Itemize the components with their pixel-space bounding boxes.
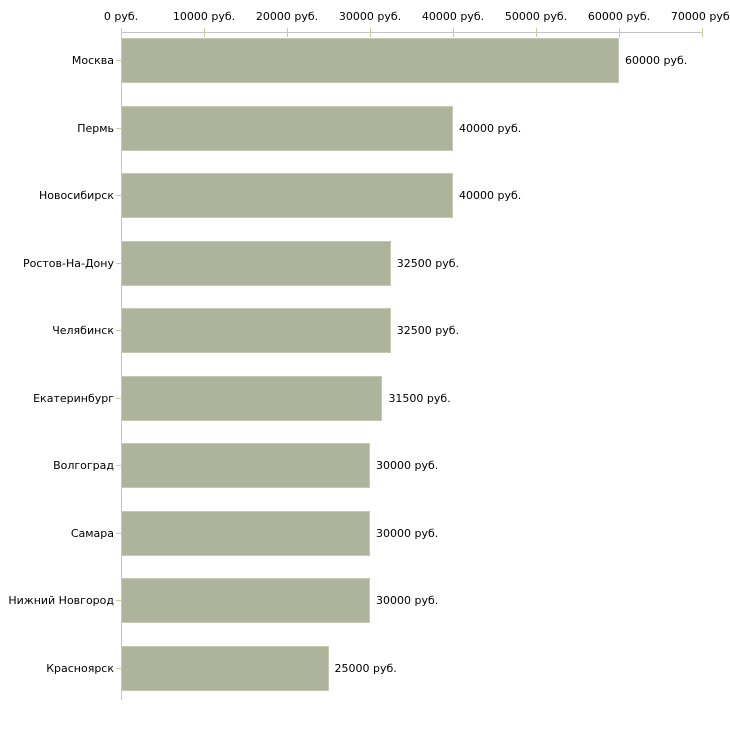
x-axis-tick-label: 30000 руб. xyxy=(338,10,402,23)
bar xyxy=(121,240,391,286)
category-label: Волгоград xyxy=(53,459,114,472)
x-axis-tick xyxy=(204,28,205,37)
x-axis-tick-label: 40000 руб. xyxy=(421,10,485,23)
category-label: Красноярск xyxy=(46,661,114,675)
bar-row: Нижний Новгород 30000 руб. xyxy=(0,573,730,641)
y-axis-tick xyxy=(116,600,121,601)
value-label: 30000 руб. xyxy=(376,526,439,540)
value-label: 32500 руб. xyxy=(396,324,460,337)
category-label: Самара xyxy=(70,526,114,540)
x-axis-tick-label: 20000 руб. xyxy=(255,10,319,23)
x-axis-tick xyxy=(453,28,454,37)
bar-row: Москва 60000 руб. xyxy=(0,33,730,101)
bar xyxy=(121,510,370,556)
y-axis-tick xyxy=(116,397,121,399)
bar xyxy=(121,645,329,691)
category-label: Ростов-На-Дону xyxy=(22,256,114,270)
x-axis-tick-label: 70000 руб. xyxy=(670,10,730,23)
y-axis-tick xyxy=(116,330,121,331)
x-axis-tick-label: 50000 руб. xyxy=(504,10,568,23)
y-axis-tick xyxy=(116,532,121,534)
bar xyxy=(121,375,383,421)
value-label: 32500 руб. xyxy=(396,256,460,270)
category-label: Челябинск xyxy=(52,324,114,337)
value-label: 40000 руб. xyxy=(459,121,522,135)
bar-row: Екатеринбург 31500 руб. xyxy=(0,371,730,439)
bar-row: Красноярск 25000 руб. xyxy=(0,641,730,709)
category-label: Новосибирск xyxy=(38,189,114,202)
category-label: Екатеринбург xyxy=(33,391,114,405)
y-axis-tick xyxy=(116,262,121,264)
x-axis-tick xyxy=(287,28,288,37)
value-label: 30000 руб. xyxy=(376,459,439,472)
x-axis-tick xyxy=(702,28,703,37)
category-label: Нижний Новгород xyxy=(8,594,114,607)
bar xyxy=(121,308,391,353)
category-label: Москва xyxy=(71,54,114,67)
bar-row: Самара 30000 руб. xyxy=(0,506,730,574)
value-label: 40000 руб. xyxy=(459,189,522,202)
bar xyxy=(121,105,453,151)
bar xyxy=(121,38,619,83)
y-axis-tick xyxy=(116,667,121,669)
y-axis-tick xyxy=(116,195,121,196)
bar-row: Ростов-На-Дону 32500 руб. xyxy=(0,236,730,304)
bar-row: Волгоград 30000 руб. xyxy=(0,438,730,506)
value-label: 25000 руб. xyxy=(334,661,397,675)
y-axis-tick xyxy=(116,127,121,129)
y-axis-tick xyxy=(116,465,121,466)
bar xyxy=(121,443,370,488)
bar-row: Пермь 40000 руб. xyxy=(0,101,730,169)
x-axis-line xyxy=(121,32,703,33)
x-axis-tick-label: 60000 руб. xyxy=(587,10,651,23)
value-label: 60000 руб. xyxy=(625,54,688,67)
value-label: 31500 руб. xyxy=(388,391,451,405)
y-axis-tick xyxy=(116,60,121,61)
x-axis-tick xyxy=(370,28,371,37)
category-label: Пермь xyxy=(77,121,114,135)
bar xyxy=(121,578,370,623)
x-axis-tick-label: 0 руб. xyxy=(103,10,139,23)
y-axis-line xyxy=(121,32,122,700)
bar-row: Челябинск 32500 руб. xyxy=(0,303,730,371)
x-axis-tick xyxy=(619,28,620,37)
bar xyxy=(121,173,453,218)
x-axis-tick xyxy=(536,28,537,37)
value-label: 30000 руб. xyxy=(376,594,439,607)
x-axis-tick-label: 10000 руб. xyxy=(172,10,236,23)
x-axis-tick xyxy=(121,28,122,37)
bar-row: Новосибирск 40000 руб. xyxy=(0,168,730,236)
